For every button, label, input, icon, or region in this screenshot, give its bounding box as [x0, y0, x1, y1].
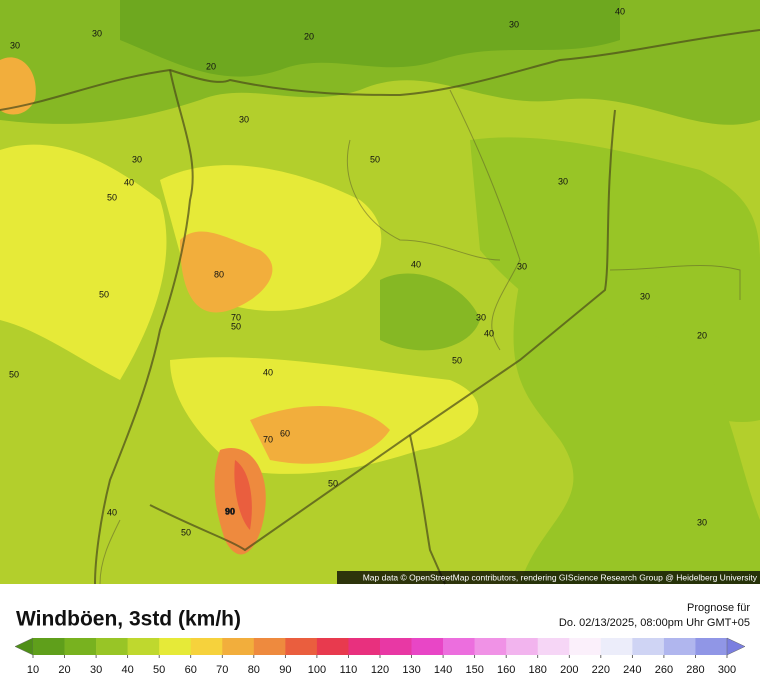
colorbar-tick-label: 130 — [402, 664, 420, 676]
colorbar-segment — [33, 638, 65, 655]
colorbar-segment — [253, 638, 286, 655]
forecast-label: Prognose für — [687, 602, 750, 614]
colorbar-tick-label: 70 — [216, 664, 228, 676]
contour-label: 30 — [10, 40, 20, 50]
colorbar-tick-label: 60 — [185, 664, 197, 676]
colorbar-segment — [348, 638, 381, 655]
colorbar-arrow — [14, 637, 34, 656]
colorbar-tick-label: 180 — [529, 664, 547, 676]
colorbar-tick-label: 280 — [686, 664, 704, 676]
colorbar-segment — [474, 638, 507, 655]
contour-label: 50 — [9, 369, 19, 379]
contour-label: 40 — [263, 367, 273, 377]
colorbar-arrow — [726, 637, 746, 656]
colorbar-tick-label: 150 — [465, 664, 483, 676]
contour-label: 40 — [107, 507, 117, 517]
colorbar-segment — [96, 638, 128, 655]
colorbar-segment — [506, 638, 539, 655]
contour-label: 40 — [411, 259, 421, 269]
colorbar-tick-label: 110 — [340, 664, 358, 676]
colorbar-tick-label: 90 — [279, 664, 291, 676]
contour-label: 30 — [509, 19, 519, 29]
contour-label: 60 — [280, 428, 290, 438]
contour-label: 30 — [640, 291, 650, 301]
colorbar-tick-label: 100 — [308, 664, 326, 676]
contour-label: 30 — [132, 154, 142, 164]
colorbar-segment — [663, 638, 696, 655]
contour-label: 30 — [239, 114, 249, 124]
colorbar-tick-label: 220 — [592, 664, 610, 676]
colorbar-tick-label: 160 — [497, 664, 515, 676]
contour-label: 30 — [92, 28, 102, 38]
colorbar-segment — [190, 638, 223, 655]
contour-label: 30 — [476, 312, 486, 322]
contour-label: 50 — [181, 527, 191, 537]
colorbar-segment — [222, 638, 255, 655]
colorbar-segment — [316, 638, 349, 655]
contour-label: 50 — [231, 321, 241, 331]
contour-label: 40 — [124, 177, 134, 187]
contour-label: 50 — [328, 478, 338, 488]
contour-label: 30 — [558, 176, 568, 186]
colorbar-segment — [380, 638, 412, 655]
colorbar-tick-label: 10 — [27, 664, 39, 676]
legend: Windböen, 3std (km/h) Prognose für Do. 0… — [14, 602, 750, 676]
colorbar: 10 20 30 40 50 60 70 80 90 100 110 120 130 140 150 160 1… — [14, 637, 746, 676]
contour-label: 30 — [517, 261, 527, 271]
colorbar-tick-label: 40 — [122, 664, 134, 676]
colorbar-tick-label: 120 — [371, 664, 389, 676]
forecast-time: Do. 02/13/2025, 08:00pm Uhr GMT+05 — [559, 617, 750, 629]
contour-label: 50 — [370, 154, 380, 164]
contour-label: 50 — [452, 355, 462, 365]
colorbar-segment — [695, 638, 728, 655]
colorbar-tick-label: 30 — [90, 664, 102, 676]
colorbar-tick-label: 20 — [58, 664, 70, 676]
contour-label: 30 — [697, 517, 707, 527]
contour-label: 20 — [304, 31, 314, 41]
colorbar-tick-label: 240 — [623, 664, 641, 676]
colorbar-segment — [411, 638, 444, 655]
colorbar-segment — [569, 638, 602, 655]
colorbar-tick-label: 260 — [655, 664, 673, 676]
contour-label: 90 — [225, 506, 235, 516]
colorbar-tick-label: 140 — [434, 664, 452, 676]
colorbar-segment — [285, 638, 318, 655]
colorbar-tick-label: 80 — [248, 664, 260, 676]
contour-label: 50 — [99, 289, 109, 299]
contour-label: 20 — [206, 61, 216, 71]
legend-title: Windböen, 3std (km/h) — [16, 608, 241, 631]
attribution: Map data © OpenStreetMap contributors, r… — [363, 572, 758, 582]
colorbar-segment — [127, 638, 160, 655]
contour-label: 70 — [231, 312, 241, 322]
colorbar-segment — [537, 638, 570, 655]
contour-label: 40 — [484, 328, 494, 338]
contour-label: 80 — [214, 269, 224, 279]
colorbar-segment — [159, 638, 192, 655]
colorbar-tick-label: 200 — [560, 664, 578, 676]
contour-label: 40 — [615, 6, 625, 16]
contour-label: 50 — [107, 192, 117, 202]
contour-label: 70 — [263, 434, 273, 444]
colorbar-tick-label: 50 — [153, 664, 165, 676]
contour-label: 20 — [697, 330, 707, 340]
colorbar-tick-label: 300 — [718, 664, 736, 676]
colorbar-segment — [632, 638, 665, 655]
colorbar-segment — [64, 638, 97, 655]
colorbar-segment — [600, 638, 633, 655]
colorbar-segment — [443, 638, 475, 655]
